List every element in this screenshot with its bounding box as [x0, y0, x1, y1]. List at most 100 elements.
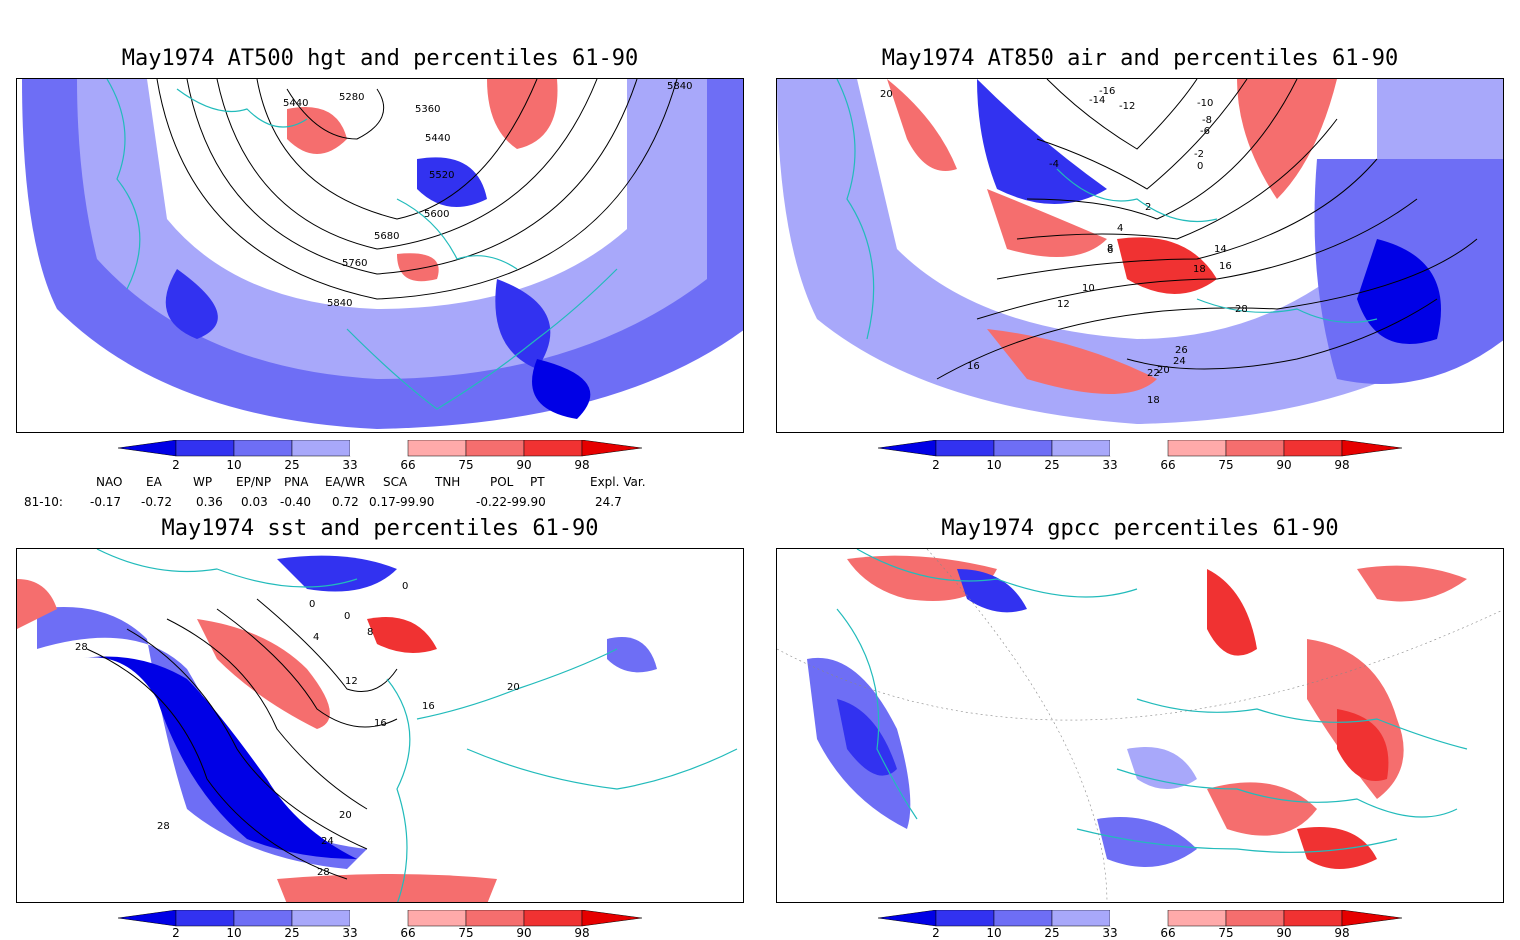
air-label-6: -8	[1202, 115, 1212, 126]
tick-label: 98	[1334, 458, 1350, 472]
tick-label: 2	[172, 458, 180, 472]
air-label-22: 24	[1173, 356, 1186, 367]
index-value: -0.40	[280, 495, 312, 509]
sst-label-5: 8	[367, 627, 373, 638]
air-label-7: -6	[1200, 126, 1210, 137]
tick-label: 33	[1102, 926, 1118, 940]
tick-label: 25	[1044, 926, 1060, 940]
hgt-label-2: 5440	[283, 98, 308, 109]
map-panel-air: 20 -16 -14 -12 -10 -8 -6 -4 -2 0 2 4 6 8…	[776, 78, 1504, 433]
colorbar-bottom-right-svg	[877, 909, 1403, 927]
air-label-18: 16	[1219, 261, 1232, 272]
hgt-label-3: 5280	[339, 92, 364, 103]
air-label-15: 10	[1082, 283, 1095, 294]
hgt-label-1: 5840	[667, 81, 692, 92]
index-table: NAO EA WP EP/NP PNA EA/WR SCA TNH POL PT…	[20, 475, 740, 511]
tick-label: 90	[516, 458, 532, 472]
air-label-21: 22	[1147, 368, 1160, 379]
hgt-label-10: 5840	[327, 298, 352, 309]
tick-label: 66	[400, 926, 416, 940]
panel-title-hgt: May1974 AT500 hgt and percentiles 61-90	[121, 46, 639, 71]
tick-label: 25	[1044, 458, 1060, 472]
index-value: -0.22-99.90	[476, 495, 546, 509]
air-label-8: -4	[1049, 159, 1059, 170]
air-label-20: 20	[1157, 365, 1170, 376]
tick-label: 75	[1218, 926, 1234, 940]
index-value: 24.7	[595, 495, 622, 509]
index-header: SCA	[383, 475, 408, 489]
index-header: EA/WR	[325, 475, 366, 489]
sst-map-svg: 0 0 0 4 8 12 16 16 20 20 24 28 28 28	[17, 549, 743, 902]
tick-label: 66	[1160, 458, 1176, 472]
sst-label-7: 16	[374, 718, 387, 729]
index-value: 0.36	[196, 495, 223, 509]
index-header: Expl. Var.	[590, 475, 646, 489]
index-value: 0.03	[241, 495, 268, 509]
sst-label-11: 24	[321, 836, 334, 847]
tick-label: 2	[932, 926, 940, 940]
air-label-9: -2	[1194, 149, 1204, 160]
air-label-19: 18	[1193, 264, 1206, 275]
tick-label: 10	[986, 926, 1002, 940]
map-panel-hgt: 5840 5440 5280 5360 5440 5520 5600 5680 …	[16, 78, 744, 433]
colorbar-bottom-right: 2 10 25 33 66 75 90 98	[877, 909, 1403, 940]
tick-label: 66	[1160, 926, 1176, 940]
hgt-label-6: 5520	[429, 170, 454, 181]
index-header: TNH	[435, 475, 461, 489]
air-map-svg: 20 -16 -14 -12 -10 -8 -6 -4 -2 0 2 4 6 8…	[777, 79, 1503, 432]
index-header: PT	[530, 475, 545, 489]
index-value: 0.72	[332, 495, 359, 509]
map-panel-sst: 0 0 0 4 8 12 16 16 20 20 24 28 28 28	[16, 548, 744, 903]
hgt-label-5: 5440	[425, 133, 450, 144]
colorbar-top-right: 2 10 25 33 66 75 90 98	[877, 439, 1403, 474]
index-header: POL	[490, 475, 514, 489]
tick-label: 10	[226, 926, 242, 940]
tick-label: 66	[400, 458, 416, 472]
air-label-25: 18	[1147, 395, 1160, 406]
air-label-5: -10	[1197, 98, 1213, 109]
air-label-12: 4	[1117, 223, 1123, 234]
tick-label: 33	[342, 458, 358, 472]
index-value: 0.17-99.90	[369, 495, 435, 509]
tick-label: 10	[226, 458, 242, 472]
air-label-1: 20	[880, 89, 893, 100]
sst-label-10: 20	[339, 810, 352, 821]
tick-label: 75	[458, 926, 474, 940]
panel-title-sst: May1974 sst and percentiles 61-90	[161, 516, 599, 541]
air-label-24: 28	[1235, 304, 1248, 315]
air-label-3: -14	[1089, 95, 1105, 106]
index-header: NAO	[96, 475, 123, 489]
sst-label-12: 28	[75, 642, 88, 653]
index-header: WP	[193, 475, 213, 489]
index-header: PNA	[284, 475, 309, 489]
tick-label: 75	[1218, 458, 1234, 472]
sst-label-6: 12	[345, 676, 358, 687]
tick-label: 90	[1276, 926, 1292, 940]
tick-label: 25	[284, 926, 300, 940]
sst-label-1: 0	[402, 581, 408, 592]
tick-label: 75	[458, 458, 474, 472]
sst-label-4: 4	[313, 632, 319, 643]
air-label-2: -16	[1099, 86, 1115, 97]
sst-label-13: 28	[317, 867, 330, 878]
tick-label: 90	[1276, 458, 1292, 472]
sst-label-2: 0	[309, 599, 315, 610]
index-header: EA	[146, 475, 162, 489]
tick-label: 98	[574, 926, 590, 940]
hgt-label-9: 5760	[342, 258, 367, 269]
tick-label: 2	[932, 458, 940, 472]
sst-label-14: 28	[157, 821, 170, 832]
panel-title-air: May1974 AT850 air and percentiles 61-90	[881, 46, 1399, 71]
air-label-17: 14	[1214, 244, 1227, 255]
sst-label-8: 16	[422, 701, 435, 712]
air-label-16: 12	[1057, 299, 1070, 310]
tick-label: 2	[172, 926, 180, 940]
gpcc-map-svg	[777, 549, 1503, 902]
air-label-10: 0	[1197, 161, 1203, 172]
index-value: -0.72	[141, 495, 173, 509]
tick-label: 98	[574, 458, 590, 472]
tick-label: 33	[342, 926, 358, 940]
air-label-13: 6	[1107, 245, 1113, 256]
colorbar-bottom-left-svg	[117, 909, 643, 927]
hgt-label-7: 5600	[424, 209, 449, 220]
